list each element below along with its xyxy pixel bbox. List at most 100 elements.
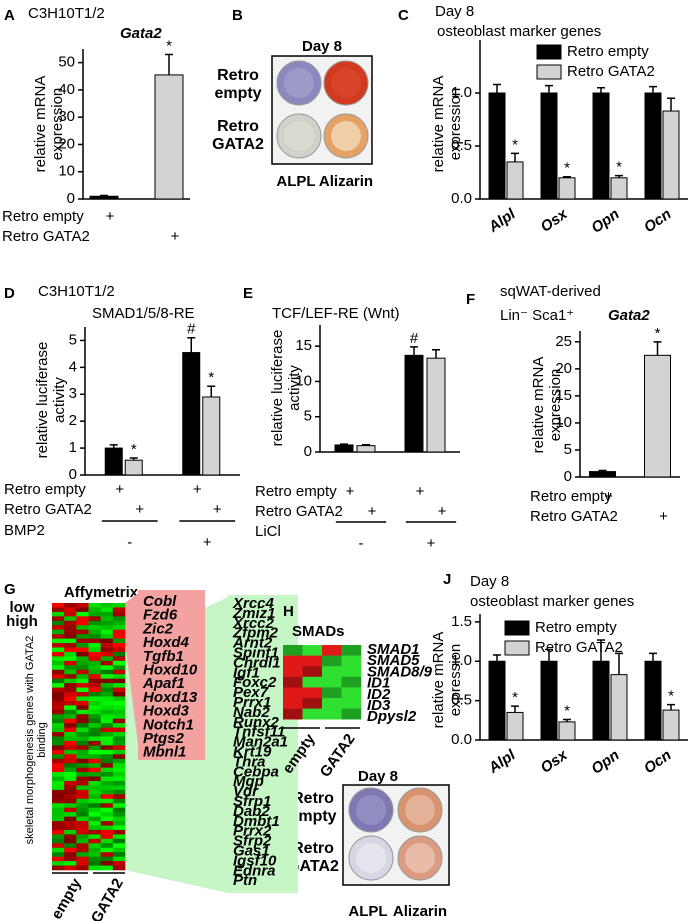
heatmap-cell <box>64 607 77 613</box>
heatmap-cell <box>52 647 65 653</box>
plate-row-label-box: Retro empty <box>289 790 336 825</box>
heatmap-cell <box>76 825 89 831</box>
heatmap-cell <box>88 838 101 844</box>
condition-sign: + <box>604 488 613 505</box>
red-gene: Hoxd3 <box>143 703 190 720</box>
heatmap-cell <box>52 692 65 697</box>
heatmap-cell <box>100 812 114 817</box>
error-bar <box>340 443 348 445</box>
green-gene: Xrcc2 <box>232 615 275 632</box>
heatmap-cell <box>112 660 126 666</box>
condition-label: Retro GATA2 <box>255 503 343 520</box>
heatmap-cell <box>100 838 114 844</box>
heatmap-cell <box>322 666 342 678</box>
heatmap-cell <box>112 740 126 746</box>
error-bar <box>187 337 196 353</box>
heatmap-cell <box>52 812 65 817</box>
heatmap-cell <box>52 723 65 728</box>
heatmap-cell <box>52 754 65 760</box>
heatmap-cell <box>283 655 303 667</box>
heatmap-cell <box>52 643 65 648</box>
green-gene: Spint1 <box>233 644 279 661</box>
chart-subtitle: osteoblast marker genes <box>470 593 634 610</box>
heatmap-cell <box>100 763 114 768</box>
heatmap-cell <box>100 745 114 751</box>
heatmap-cell <box>100 634 114 639</box>
heatmap-cell <box>112 638 126 644</box>
heatmap-cell <box>100 723 114 728</box>
y-tick-label: 20 <box>58 135 75 152</box>
significance-marker: * <box>564 702 570 719</box>
y-tick-label: 40 <box>58 81 75 98</box>
condition-label: Retro empty <box>255 483 337 500</box>
heatmap-cell <box>88 638 101 644</box>
heatmap-cell <box>64 754 77 760</box>
heatmap-cell <box>76 732 89 737</box>
chart-title: Day 8 <box>470 573 509 590</box>
heatmap-cell <box>64 692 77 697</box>
heatmap-cell <box>52 772 65 777</box>
heatmap-cell <box>341 645 362 656</box>
error-bar <box>649 652 657 662</box>
heatmap-cell <box>76 740 89 746</box>
legend-label: Retro empty <box>535 619 617 636</box>
heatmap-cell <box>100 829 114 835</box>
green-gene: Krt19 <box>233 743 272 760</box>
plate-row-label-box: Retro empty <box>214 67 261 102</box>
significance-marker: * <box>131 441 137 458</box>
heatmap-cell <box>64 634 77 639</box>
heatmap-cell <box>64 665 77 671</box>
plate-row-label: Retro GATA2 <box>287 840 339 875</box>
heatmap-cell <box>64 616 77 622</box>
y-tick-label: 20 <box>555 360 572 377</box>
heatmap-cell <box>64 829 77 835</box>
heatmap-cell <box>52 687 65 693</box>
y-tick-label: 10 <box>58 163 75 180</box>
group-sign: - <box>127 534 132 551</box>
heatmap-cell <box>76 692 89 697</box>
y-tick-label: 1.5 <box>451 613 472 630</box>
bar <box>610 674 628 741</box>
chart-subtitle: Lin⁻ Sca1⁺ <box>500 307 574 324</box>
smad-gene: SMAD1 <box>367 641 420 658</box>
heatmap-cell <box>112 749 126 755</box>
error-bar <box>649 85 657 93</box>
heatmap-cell <box>341 676 362 688</box>
heatmap-cell <box>64 852 77 857</box>
green-gene: Igf1 <box>233 664 260 681</box>
heatmap-cell <box>283 676 303 688</box>
heatmap-cell <box>88 847 101 853</box>
condition-sign: + <box>368 503 377 520</box>
heatmap-cell <box>88 683 101 688</box>
heatmap-cell <box>88 643 101 648</box>
heatmap-cell <box>52 705 65 711</box>
heatmap-cell <box>100 749 114 755</box>
heatmap-cell <box>76 634 89 639</box>
legend-label: Retro empty <box>567 43 649 60</box>
heatmap-cell <box>52 794 65 800</box>
heatmap-cell <box>112 772 126 777</box>
heatmap-cell <box>76 852 89 857</box>
heatmap-cell <box>88 687 101 693</box>
bar <box>506 161 524 200</box>
heatmap-cell <box>64 660 77 666</box>
bar <box>488 660 506 741</box>
legend-swatch <box>504 620 530 636</box>
heatmap-cell <box>88 843 101 849</box>
y-tick-label: 10 <box>555 414 572 431</box>
heatmap-cell <box>100 785 114 791</box>
heatmap-cell <box>302 666 323 678</box>
significance-marker: * <box>512 689 518 706</box>
heatmap-cell <box>100 692 114 697</box>
heatmap-cell <box>52 852 65 857</box>
heatmap-cell <box>100 714 114 719</box>
y-tick-label: 1.0 <box>451 652 472 669</box>
heatmap-cell <box>64 700 77 706</box>
legend-swatch <box>536 64 562 80</box>
heatmap-cell <box>88 651 101 657</box>
heatmap-cell <box>76 745 89 751</box>
error-bar <box>165 53 173 75</box>
red-gene: Fzd6 <box>143 607 178 624</box>
y-tick-label: 0 <box>564 468 572 485</box>
heatmap-cell <box>52 807 65 813</box>
